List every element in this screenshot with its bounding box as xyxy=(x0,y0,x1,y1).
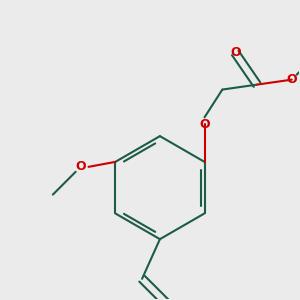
Text: O: O xyxy=(230,46,241,59)
Text: O: O xyxy=(286,73,297,86)
Text: O: O xyxy=(199,118,210,131)
Text: O: O xyxy=(75,160,86,173)
